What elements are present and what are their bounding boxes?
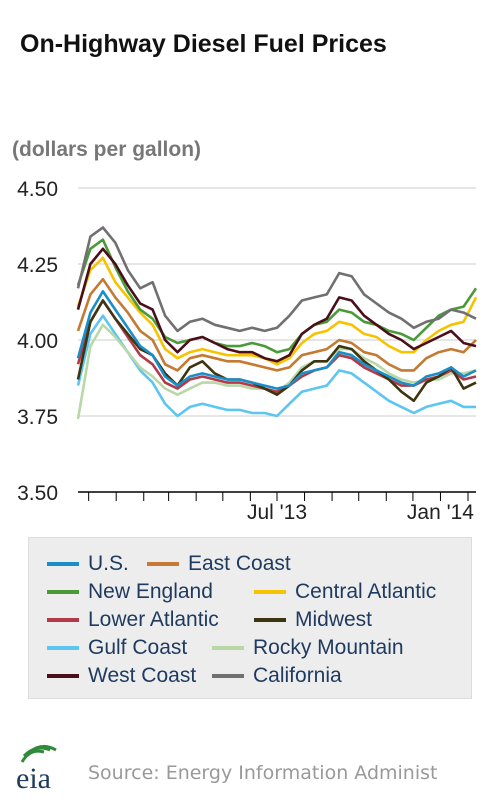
y-tick-label: 4.25	[17, 254, 58, 277]
logo-text: eia	[16, 762, 51, 794]
legend-item-midwest: Midwest	[254, 606, 372, 634]
legend-swatch	[212, 646, 244, 650]
x-tick-label: Jul '13	[247, 501, 307, 524]
y-tick-label: 4.50	[17, 178, 58, 201]
legend-swatch	[147, 562, 179, 566]
legend-swatch	[212, 674, 244, 678]
legend-label: East Coast	[188, 552, 291, 575]
x-ticks	[88, 492, 469, 501]
legend-swatch	[254, 590, 286, 594]
legend-label: Central Atlantic	[295, 580, 437, 603]
x-tick-labels: Jul '13 Jan '14	[247, 501, 474, 524]
legend-item-u-s: U.S.	[47, 550, 129, 578]
grid-lines	[78, 187, 476, 493]
series-lines	[76, 226, 478, 420]
series-line-midwest	[76, 299, 477, 403]
chart-title: On-Highway Diesel Fuel Prices	[20, 30, 387, 58]
series-line-new-england	[76, 238, 478, 354]
legend-item-california: California	[212, 662, 342, 690]
series-line-u-s	[76, 290, 477, 390]
legend-label: West Coast	[88, 664, 197, 687]
footer: eia Source: Energy Information Administ	[0, 738, 500, 800]
legend-label: Gulf Coast	[88, 636, 188, 659]
y-tick-label: 3.75	[17, 406, 58, 429]
legend-swatch	[47, 590, 79, 594]
legend-item-east-coast: East Coast	[147, 550, 291, 578]
legend-label: New England	[88, 580, 213, 603]
series-line-central-atlantic	[76, 256, 478, 366]
y-axis-label: (dollars per gallon)	[12, 138, 202, 161]
legend-item-rocky-mountain: Rocky Mountain	[212, 634, 404, 662]
legend-label: Lower Atlantic	[88, 608, 219, 631]
legend-item-new-england: New England	[47, 578, 213, 606]
legend-swatch	[47, 618, 79, 622]
eia-logo-icon: eia	[16, 745, 57, 794]
legend-label: Midwest	[295, 608, 373, 631]
legend-label: California	[253, 664, 342, 687]
line-chart: 4.50 4.25 4.00 3.75 3.50 Jul '13 Jan '14	[17, 178, 478, 524]
y-tick-label: 4.00	[17, 330, 58, 353]
legend-swatch	[47, 562, 79, 566]
x-tick-label: Jan '14	[407, 501, 474, 524]
series-line-east-coast	[76, 277, 477, 372]
legend-item-central-atlantic: Central Atlantic	[254, 578, 436, 606]
series-line-west-coast	[76, 247, 477, 363]
legend: U.S. East Coast New England Central Atlanti…	[28, 537, 472, 699]
legend-label: U.S.	[88, 552, 129, 575]
y-tick-labels: 4.50 4.25 4.00 3.75 3.50	[17, 178, 58, 505]
legend-swatch	[47, 674, 79, 678]
legend-item-west-coast: West Coast	[47, 662, 196, 690]
legend-label: Rocky Mountain	[253, 636, 404, 659]
legend-swatch	[254, 618, 286, 622]
legend-item-lower-atlantic: Lower Atlantic	[47, 606, 219, 634]
series-line-gulf-coast	[76, 314, 476, 418]
legend-item-gulf-coast: Gulf Coast	[47, 634, 187, 662]
source-note: Source: Energy Information Administ	[88, 762, 438, 784]
legend-swatch	[47, 646, 79, 650]
series-line-california	[76, 226, 477, 333]
y-tick-label: 3.50	[17, 482, 58, 505]
